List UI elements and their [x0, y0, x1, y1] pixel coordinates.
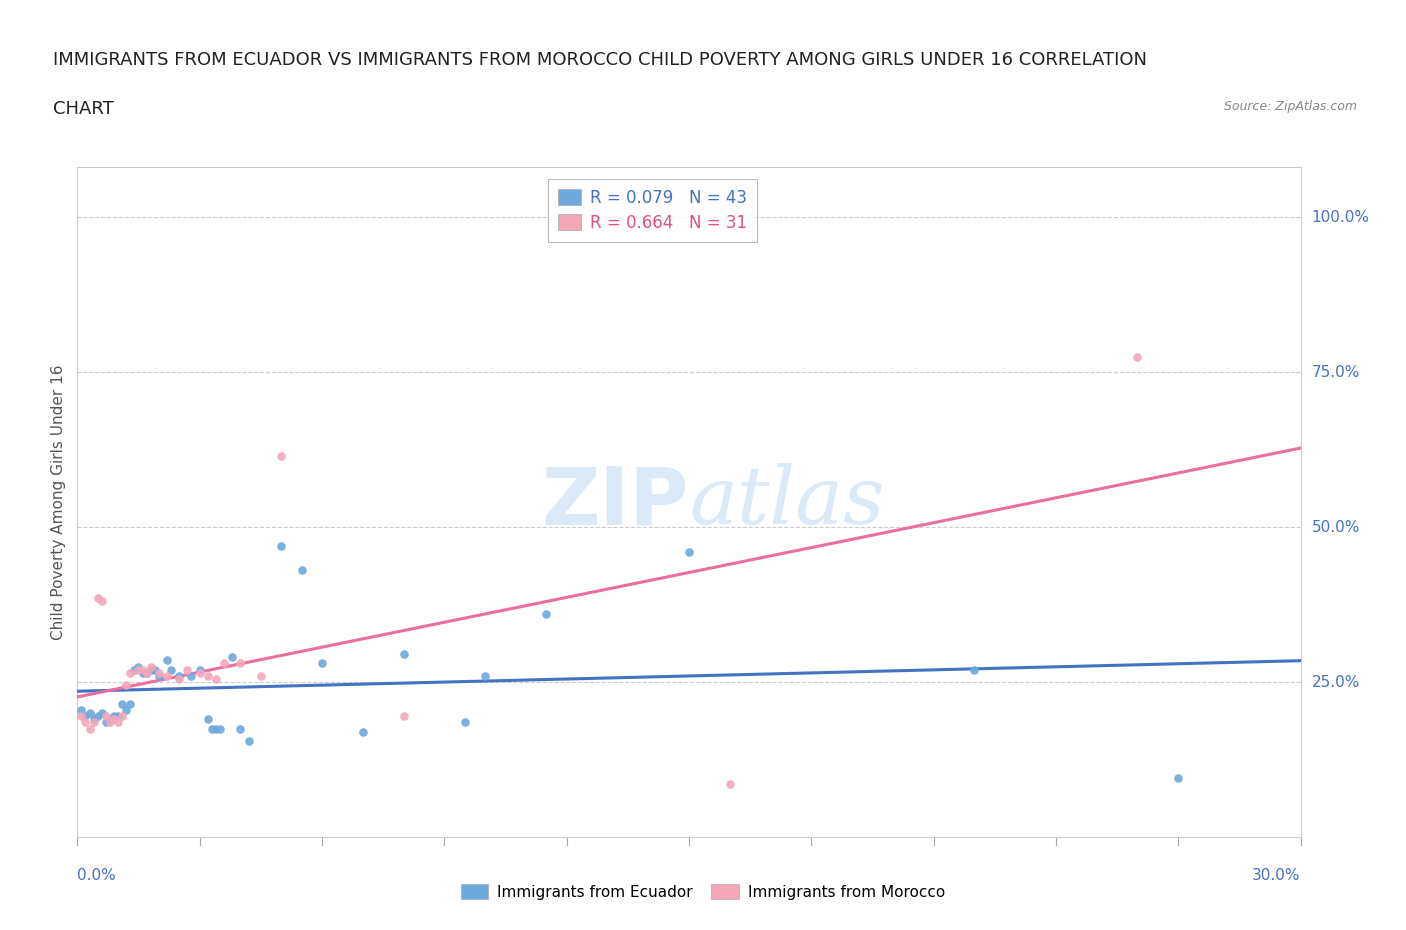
- Point: [352, 724, 374, 739]
- Text: CHART: CHART: [53, 100, 114, 117]
- Point: [311, 656, 333, 671]
- Point: [135, 665, 157, 680]
- Point: [135, 665, 157, 680]
- Point: [120, 665, 142, 680]
- Point: [176, 662, 198, 677]
- Text: ZIP: ZIP: [541, 463, 689, 541]
- Point: [169, 669, 191, 684]
- Point: [453, 715, 475, 730]
- Point: [79, 706, 101, 721]
- Point: [197, 711, 219, 726]
- Point: [131, 662, 153, 677]
- Point: [127, 662, 149, 677]
- Text: 75.0%: 75.0%: [1312, 365, 1360, 379]
- Point: [718, 777, 741, 791]
- Text: 100.0%: 100.0%: [1312, 209, 1369, 224]
- Point: [229, 656, 252, 671]
- Point: [103, 711, 125, 726]
- Point: [156, 669, 179, 684]
- Point: [221, 650, 243, 665]
- Point: [70, 709, 93, 724]
- Point: [148, 665, 170, 680]
- Point: [103, 709, 125, 724]
- Point: [90, 594, 112, 609]
- Point: [75, 709, 97, 724]
- Point: [120, 697, 142, 711]
- Point: [94, 709, 117, 724]
- Point: [124, 662, 146, 677]
- Point: [160, 662, 183, 677]
- Point: [678, 544, 700, 559]
- Point: [143, 662, 166, 677]
- Point: [107, 709, 129, 724]
- Text: IMMIGRANTS FROM ECUADOR VS IMMIGRANTS FROM MOROCCO CHILD POVERTY AMONG GIRLS UND: IMMIGRANTS FROM ECUADOR VS IMMIGRANTS FR…: [53, 51, 1147, 69]
- Text: atlas: atlas: [689, 463, 884, 541]
- Point: [139, 659, 162, 674]
- Point: [83, 711, 105, 726]
- Y-axis label: Child Poverty Among Girls Under 16: Child Poverty Among Girls Under 16: [51, 365, 66, 640]
- Point: [98, 715, 121, 730]
- Point: [75, 715, 97, 730]
- Point: [229, 721, 252, 736]
- Point: [111, 697, 134, 711]
- Point: [98, 711, 121, 726]
- Point: [180, 669, 202, 684]
- Point: [87, 591, 110, 605]
- Point: [127, 659, 149, 674]
- Point: [188, 665, 211, 680]
- Point: [131, 665, 153, 680]
- Point: [392, 709, 415, 724]
- Point: [290, 563, 312, 578]
- Point: [205, 671, 228, 686]
- Text: 30.0%: 30.0%: [1253, 868, 1301, 883]
- Point: [139, 662, 162, 677]
- Point: [94, 715, 117, 730]
- Point: [1126, 349, 1149, 364]
- Point: [205, 721, 228, 736]
- Point: [87, 709, 110, 724]
- Point: [392, 646, 415, 661]
- Point: [169, 671, 191, 686]
- Point: [188, 662, 211, 677]
- Point: [115, 678, 138, 693]
- Point: [83, 715, 105, 730]
- Point: [270, 448, 292, 463]
- Text: 25.0%: 25.0%: [1312, 674, 1360, 689]
- Point: [201, 721, 224, 736]
- Text: 50.0%: 50.0%: [1312, 520, 1360, 535]
- Point: [270, 538, 292, 553]
- Point: [208, 721, 231, 736]
- Text: Source: ZipAtlas.com: Source: ZipAtlas.com: [1223, 100, 1357, 113]
- Legend: Immigrants from Ecuador, Immigrants from Morocco: Immigrants from Ecuador, Immigrants from…: [454, 878, 952, 906]
- Point: [79, 721, 101, 736]
- Point: [90, 706, 112, 721]
- Point: [238, 734, 260, 749]
- Point: [474, 669, 496, 684]
- Point: [111, 709, 134, 724]
- Point: [115, 702, 138, 717]
- Point: [534, 606, 557, 621]
- Text: 0.0%: 0.0%: [77, 868, 117, 883]
- Point: [963, 662, 986, 677]
- Point: [70, 702, 93, 717]
- Point: [197, 669, 219, 684]
- Legend: R = 0.079   N = 43, R = 0.664   N = 31: R = 0.079 N = 43, R = 0.664 N = 31: [548, 179, 756, 242]
- Point: [107, 715, 129, 730]
- Point: [1167, 771, 1189, 786]
- Point: [148, 669, 170, 684]
- Point: [250, 669, 273, 684]
- Point: [212, 656, 235, 671]
- Point: [156, 653, 179, 668]
